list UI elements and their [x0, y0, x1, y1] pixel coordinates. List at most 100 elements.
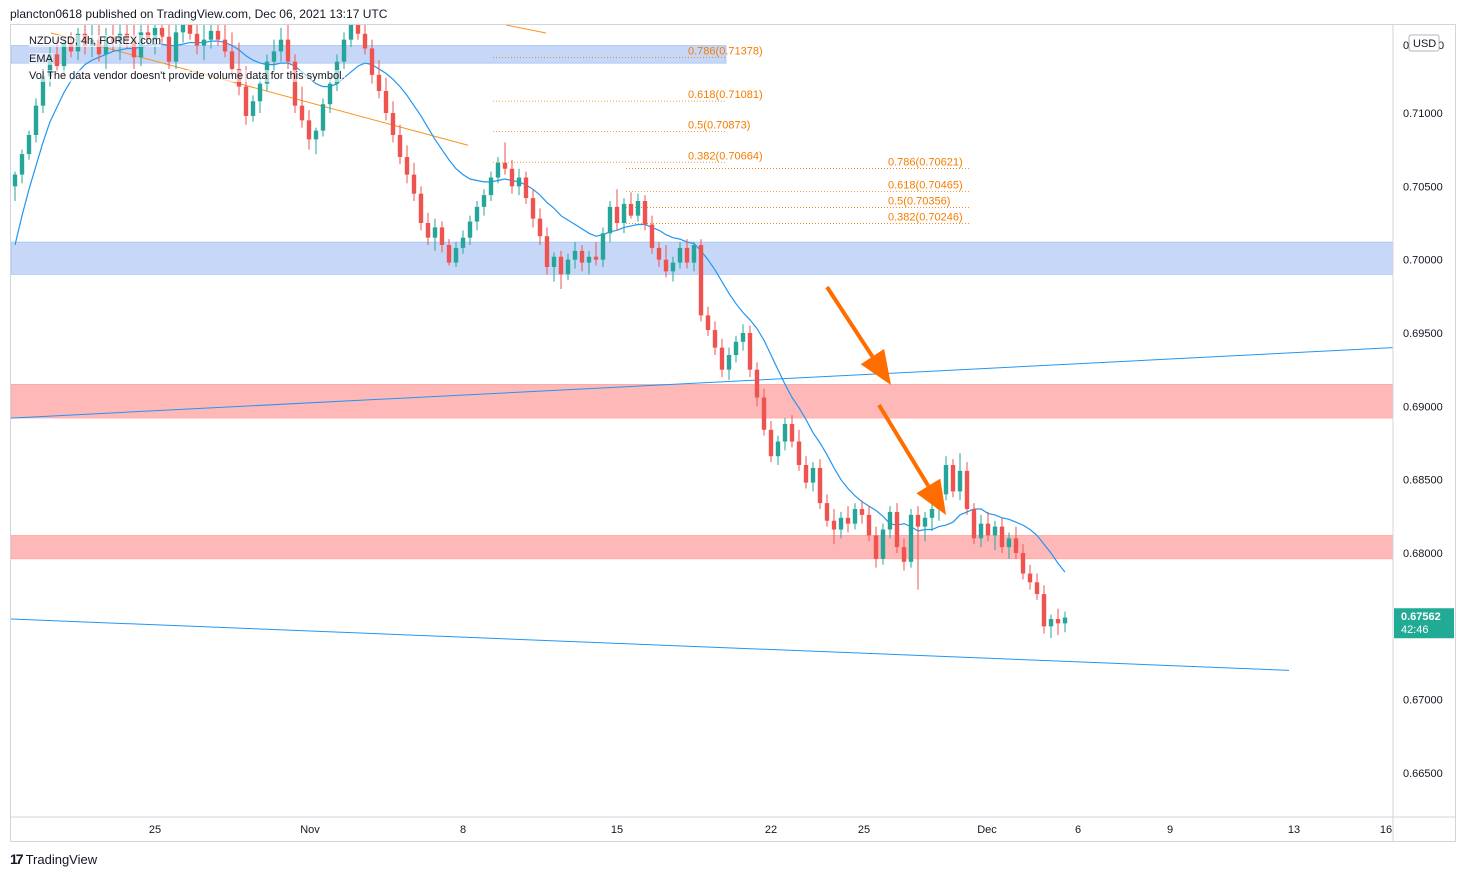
candle-body [964, 470, 970, 509]
candle-body [327, 83, 333, 105]
time-tick-10: 16 [1380, 824, 1392, 836]
candle-body [978, 523, 984, 539]
candle-body [12, 174, 18, 187]
price-tick-5: 0.68500 [1403, 475, 1443, 487]
candle-body [516, 177, 522, 187]
candle-body [733, 341, 739, 355]
candle-body [488, 177, 494, 196]
price-tick-2: 0.70000 [1403, 255, 1443, 267]
candle-body [530, 198, 536, 219]
candle-body [642, 201, 648, 225]
candle-body [481, 195, 487, 207]
candle-body [180, 25, 186, 33]
candle-body [187, 25, 193, 34]
candle-body [61, 42, 67, 67]
bar-countdown: 42:46 [1401, 624, 1429, 636]
candle-body [96, 39, 102, 55]
candle-body [999, 526, 1005, 548]
ema-layer [14, 40, 1066, 573]
candle-body [194, 33, 200, 46]
fib-set-2-label-3: 0.382(0.70246) [888, 212, 963, 224]
candle-body [390, 113, 396, 135]
time-tick-6: Dec [977, 824, 997, 836]
candle-body [691, 245, 697, 263]
resistance-trendline-stub [505, 25, 547, 34]
candle-body [698, 245, 704, 316]
time-tick-8: 9 [1167, 824, 1173, 836]
candle-body [712, 330, 718, 348]
price-tick-0: 0.71000 [1403, 108, 1443, 120]
candle-body [915, 514, 921, 527]
candle-body [971, 509, 977, 539]
legend-volume[interactable]: Vol The data vendor doesn't provide volu… [29, 70, 345, 82]
candle-body [1006, 538, 1012, 548]
candle-body [460, 237, 466, 248]
candle-body [1020, 553, 1026, 574]
candle-body [880, 529, 886, 559]
time-tick-0: 25 [149, 824, 161, 836]
time-tick-2: 8 [460, 824, 466, 836]
candle-body [306, 120, 312, 140]
candle-body [523, 177, 529, 199]
candle-body [586, 256, 592, 263]
last-price-value: 0.67562 [1401, 611, 1441, 623]
candle-body [278, 39, 284, 52]
price-chart[interactable]: 0.786(0.71378) 0.618(0.71081) 0.5(0.70873)… [11, 25, 1455, 841]
currency-box [1408, 34, 1440, 52]
candle-body [551, 256, 557, 267]
price-tick-3: 0.69500 [1403, 328, 1443, 340]
currency-label: USD [1413, 38, 1436, 50]
candle-body [838, 517, 844, 530]
candle-body [243, 86, 249, 116]
candle-body [782, 423, 788, 442]
candle-body [446, 245, 452, 263]
last-price-badge [1394, 608, 1454, 639]
candle-body [740, 333, 746, 342]
chart-frame[interactable]: 0.786(0.71378) 0.618(0.71081) 0.5(0.70873)… [10, 24, 1456, 842]
candle-body [614, 206, 620, 223]
candle-body [19, 154, 25, 175]
time-axis: 25 Nov 8 15 22 25 Dec 6 9 13 16 [149, 824, 1392, 836]
ema-line [14, 40, 1066, 573]
candle-body [656, 247, 662, 260]
candle-body [397, 135, 403, 157]
candle-body [810, 467, 816, 483]
candle-body [502, 162, 508, 169]
candle-body [152, 27, 158, 40]
candle-body [1013, 538, 1019, 553]
candle-body [775, 441, 781, 457]
candle-body [803, 465, 809, 483]
candle-body [474, 206, 480, 222]
upper-channel-line [11, 347, 1394, 419]
candle-body [26, 135, 32, 155]
candle-body [495, 162, 501, 178]
candle-body [313, 130, 319, 140]
tradingview-brand-label: TradingView [25, 851, 98, 867]
legend-ema[interactable]: EMA [29, 53, 53, 65]
fib-set-1-label-3: 0.382(0.70664) [688, 150, 763, 162]
candle-body [292, 61, 298, 106]
candle-body [1055, 619, 1061, 624]
arrows-layer [825, 285, 946, 515]
time-tick-1: Nov [300, 824, 320, 836]
candle-body [565, 259, 571, 275]
candles-layer [12, 25, 1068, 639]
candle-body [579, 250, 585, 263]
candle-body [859, 509, 865, 515]
time-tick-3: 15 [611, 824, 623, 836]
candle-body [159, 27, 165, 37]
candle-body [418, 193, 424, 223]
legend-symbol[interactable]: NZDUSD, 4h, FOREX.com [29, 35, 162, 47]
fib-set-2-label-0: 0.786(0.70621) [888, 157, 963, 169]
candle-body [607, 206, 613, 234]
fib-set-2-label-2: 0.5(0.70356) [888, 195, 950, 207]
time-tick-9: 13 [1288, 824, 1300, 836]
candle-body [166, 36, 172, 62]
candle-body [901, 547, 907, 562]
candle-body [411, 174, 417, 194]
candle-body [1062, 617, 1068, 624]
arrow-2-head [916, 478, 946, 515]
candle-body [873, 535, 879, 559]
candle-body [383, 91, 389, 113]
candle-body [341, 39, 347, 62]
